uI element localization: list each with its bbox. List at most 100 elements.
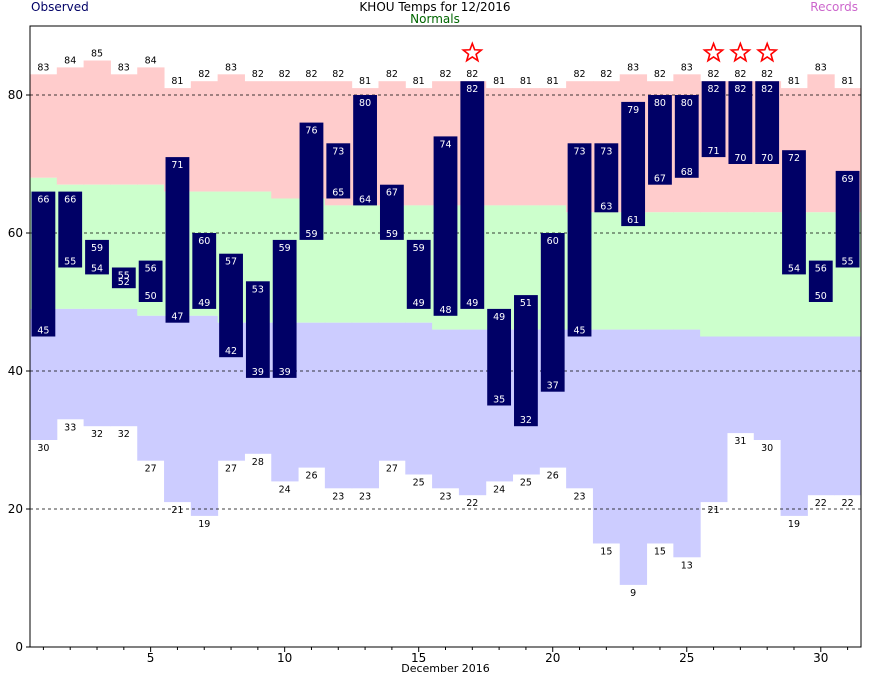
observed-low-label: 70 (734, 153, 746, 164)
record-low-band (592, 329, 621, 544)
record-high-band (110, 74, 138, 185)
record-low-band (458, 329, 487, 496)
record-star-icon (461, 41, 484, 63)
record-high-band (807, 74, 835, 213)
record-high-label: 81 (171, 76, 183, 87)
observed-low-label: 42 (225, 346, 237, 357)
record-low-label: 30 (761, 443, 773, 454)
record-high-band (56, 67, 85, 185)
record-low-band (378, 322, 406, 461)
record-low-band (834, 336, 862, 496)
observed-low-label: 55 (64, 257, 76, 268)
observed-high-label: 73 (600, 146, 612, 157)
observed-high-label: 60 (198, 236, 210, 247)
observed-high-label: 53 (252, 284, 264, 295)
observed-high-label: 57 (225, 257, 237, 268)
record-low-label: 15 (600, 547, 612, 558)
observed-bar (755, 81, 780, 164)
observed-low-label: 65 (332, 188, 344, 199)
record-high-band (217, 74, 245, 192)
y-tick-label: 20 (8, 502, 23, 516)
record-high-band (83, 60, 111, 185)
observed-bar (567, 143, 592, 337)
record-low-band (405, 322, 433, 475)
record-high-band (405, 88, 433, 206)
normal-range-band (324, 205, 353, 323)
record-low-label: 22 (815, 498, 827, 509)
observed-low-label: 54 (91, 263, 103, 274)
observed-bar (299, 122, 324, 240)
record-high-label: 82 (386, 69, 398, 80)
normals-legend-label: Normals (410, 12, 460, 26)
record-high-label: 81 (413, 76, 425, 87)
observed-high-label: 49 (493, 312, 505, 323)
observed-low-label: 35 (493, 395, 505, 406)
observed-high-label: 82 (708, 84, 720, 95)
record-high-label: 85 (91, 49, 103, 60)
y-tick-label: 0 (15, 640, 23, 654)
record-low-band (351, 322, 379, 489)
observed-high-label: 59 (413, 243, 425, 254)
record-high-label: 83 (815, 62, 827, 73)
observed-bar (379, 184, 404, 240)
observed-high-label: 67 (386, 188, 398, 199)
observed-high-label: 82 (466, 84, 478, 95)
normal-range-band (592, 212, 621, 330)
record-low-label: 32 (91, 429, 103, 440)
record-low-band (646, 329, 674, 544)
observed-bar (514, 295, 538, 427)
record-low-band (137, 315, 165, 461)
record-high-label: 82 (305, 69, 317, 80)
observed-low-label: 55 (842, 257, 854, 268)
record-high-label: 84 (64, 55, 76, 66)
record-high-band (539, 88, 567, 206)
records-legend-label: Records (810, 0, 858, 14)
x-tick-label: 25 (679, 651, 694, 665)
observed-high-label: 59 (91, 243, 103, 254)
observed-bar (219, 253, 243, 358)
observed-low-label: 39 (279, 367, 291, 378)
observed-bar (31, 191, 56, 337)
record-low-band (807, 336, 835, 496)
observed-bar (165, 157, 190, 323)
observed-low-label: 54 (788, 263, 800, 274)
observed-bar (85, 239, 109, 275)
observed-high-label: 73 (332, 146, 344, 157)
normal-range-band (673, 212, 701, 330)
observed-bar (674, 95, 699, 178)
observed-bar (835, 170, 860, 268)
observed-high-label: 82 (734, 84, 746, 95)
observed-low-label: 64 (359, 194, 371, 205)
normal-range-band (619, 212, 648, 330)
observed-high-label: 51 (520, 298, 532, 309)
record-low-label: 24 (279, 484, 291, 495)
record-star-icon (755, 41, 779, 63)
observed-high-label: 59 (279, 243, 291, 254)
observed-high-label: 74 (439, 139, 451, 150)
record-low-label: 33 (64, 422, 76, 433)
record-low-band (110, 308, 138, 427)
observed-low-label: 52 (118, 277, 130, 288)
observed-high-label: 69 (842, 174, 854, 185)
record-low-band (726, 336, 755, 434)
observed-low-label: 49 (466, 298, 478, 309)
record-high-label: 81 (842, 76, 854, 87)
observed-bar (701, 81, 726, 158)
record-high-label: 82 (439, 69, 451, 80)
observed-low-label: 49 (198, 298, 210, 309)
chart-title: KHOU Temps for 12/2016 (359, 0, 511, 14)
record-low-label: 23 (573, 491, 585, 502)
observed-low-label: 48 (439, 305, 451, 316)
observed-low-label: 59 (386, 229, 398, 240)
record-low-label: 31 (734, 436, 746, 447)
record-high-label: 82 (761, 69, 773, 80)
record-high-label: 82 (708, 69, 720, 80)
observed-bar (621, 101, 646, 227)
observed-bar (406, 239, 431, 309)
observed-bar (594, 143, 619, 213)
observed-high-label: 60 (547, 236, 559, 247)
record-high-band (137, 67, 165, 185)
x-tick-label: 30 (813, 651, 828, 665)
normal-range-band (485, 205, 514, 330)
